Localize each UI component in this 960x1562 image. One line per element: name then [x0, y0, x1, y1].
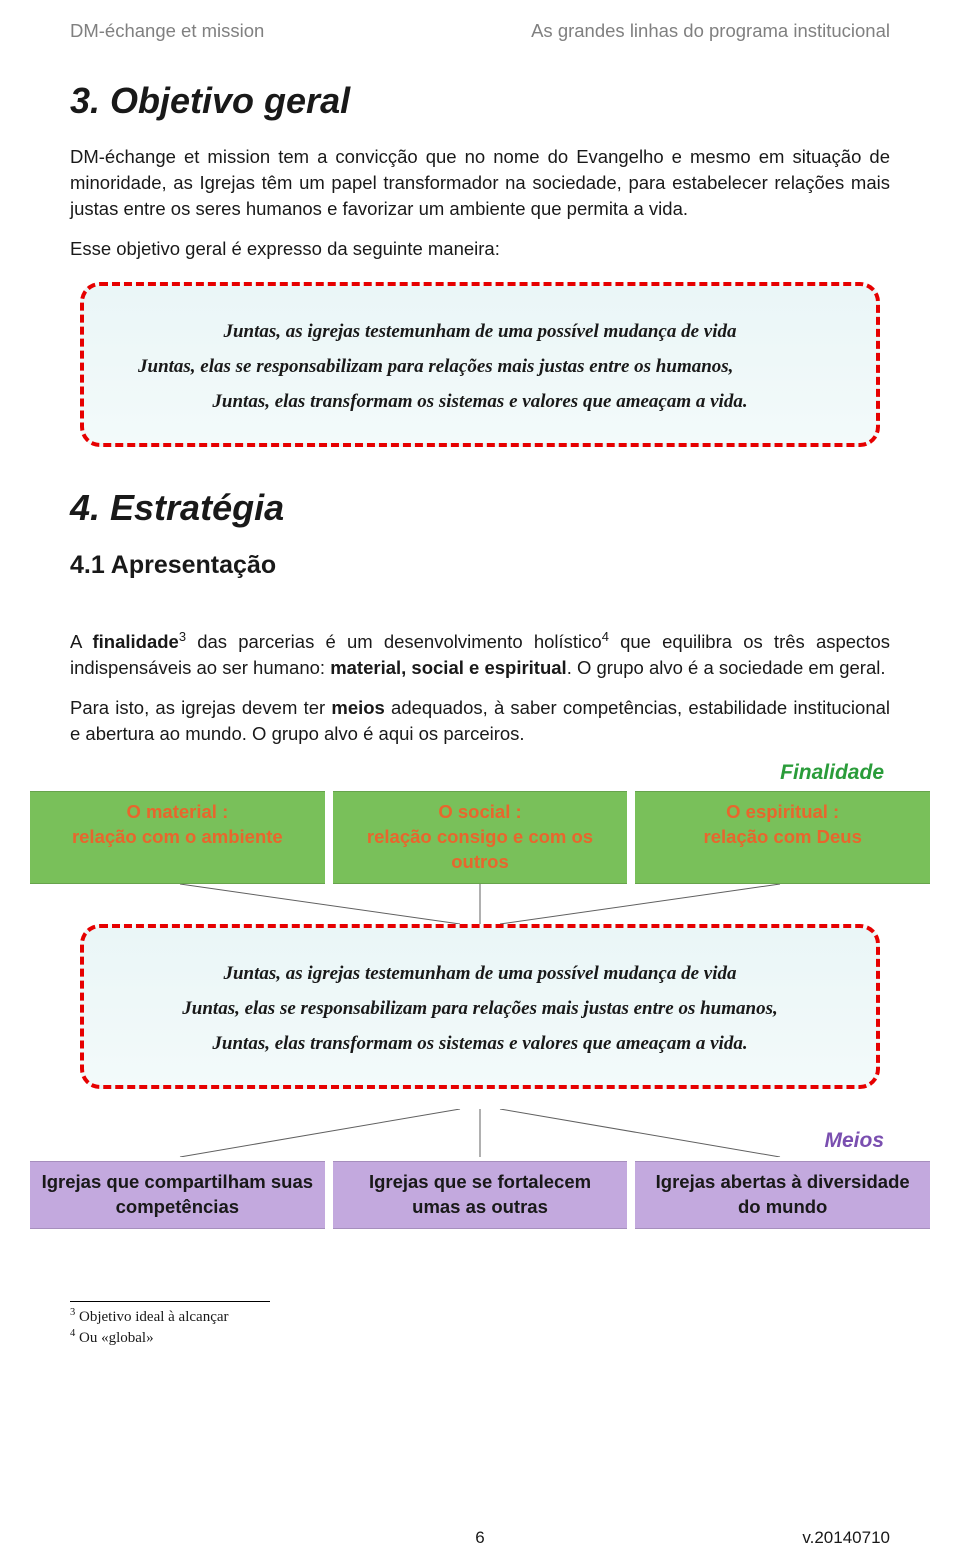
footnotes: 3 Objetivo ideal à alcançar 4 Ou «global… — [70, 1301, 890, 1349]
mc2: Igrejas que se fortalecem umas as outras — [369, 1171, 591, 1217]
finalidade-cell-1: O material : relação com o ambiente — [30, 791, 325, 884]
footer: 6 v.20140710 — [70, 1528, 890, 1548]
section-4-para-1: A finalidade3 das parcerias é um desenvo… — [70, 628, 890, 681]
p1-a: A — [70, 631, 93, 652]
objective-box-2: Juntas, as igrejas testemunham de uma po… — [80, 924, 880, 1089]
p1-c: das parcerias é um desenvolvimento holís… — [186, 631, 602, 652]
section-3-title: 3. Objetivo geral — [70, 80, 890, 122]
box1-line-1: Juntas, as igrejas testemunham de uma po… — [124, 314, 836, 349]
finalidade-cell-2: O social : relação consigo e com os outr… — [333, 791, 628, 884]
p1-e: material, social e espiritual — [330, 657, 567, 678]
finalidade-label: Finalidade — [70, 761, 890, 785]
finalidade-row: O material : relação com o ambiente O so… — [30, 791, 930, 884]
box2-line-3: Juntas, elas transformam os sistemas e v… — [124, 1026, 836, 1061]
fc2-l1: O social : — [438, 801, 521, 822]
fc3-l1: O espiritual : — [726, 801, 839, 822]
mc3: Igrejas abertas à diversidade do mundo — [656, 1171, 910, 1217]
box2-line-2: Juntas, elas se responsabilizam para rel… — [124, 991, 836, 1026]
section-3-para-2: Esse objetivo geral é expresso da seguin… — [70, 236, 890, 262]
meios-cell-1: Igrejas que compartilham suas competênci… — [30, 1161, 325, 1229]
meios-cell-2: Igrejas que se fortalecem umas as outras — [333, 1161, 628, 1229]
page-number: 6 — [475, 1528, 484, 1548]
connectors-bottom — [30, 1109, 930, 1157]
p2-b: meios — [331, 697, 384, 718]
fn4-text: Ou «global» — [79, 1330, 154, 1346]
box2-line-1: Juntas, as igrejas testemunham de uma po… — [124, 956, 836, 991]
section-4-subtitle: 4.1 Apresentação — [70, 551, 890, 580]
section-4-para-2: Para isto, as igrejas devem ter meios ad… — [70, 695, 890, 747]
connectors-top — [30, 884, 930, 924]
p1-sup2: 4 — [602, 629, 609, 644]
header-right: As grandes linhas do programa institucio… — [531, 20, 890, 42]
section-3-para-1: DM-échange et mission tem a convicção qu… — [70, 144, 890, 222]
fc1-l2: relação com o ambiente — [72, 826, 283, 847]
meios-cell-3: Igrejas abertas à diversidade do mundo — [635, 1161, 930, 1229]
mc1: Igrejas que compartilham suas competênci… — [42, 1171, 313, 1217]
meios-row: Igrejas que compartilham suas competênci… — [30, 1161, 930, 1229]
footnote-3: 3 Objetivo ideal à alcançar — [70, 1306, 890, 1327]
objective-box-1: Juntas, as igrejas testemunham de uma po… — [80, 282, 880, 447]
finalidade-cell-3: O espiritual : relação com Deus — [635, 791, 930, 884]
p1-f: . O grupo alvo é a sociedade em geral. — [567, 657, 886, 678]
section-4-title: 4. Estratégia — [70, 487, 890, 529]
fc3-l2: relação com Deus — [704, 826, 862, 847]
fc1-l1: O material : — [126, 801, 228, 822]
box1-line-2: Juntas, elas se responsabilizam para rel… — [124, 349, 836, 384]
footnote-4: 4 Ou «global» — [70, 1327, 890, 1348]
fc2-l2: relação consigo e com os outros — [367, 826, 593, 872]
box1-line-3: Juntas, elas transformam os sistemas e v… — [124, 384, 836, 419]
header-left: DM-échange et mission — [70, 20, 264, 42]
fn3-text: Objetivo ideal à alcançar — [79, 1309, 229, 1325]
page-header: DM-échange et mission As grandes linhas … — [70, 20, 890, 42]
p2-a: Para isto, as igrejas devem ter — [70, 697, 331, 718]
p1-sup1: 3 — [179, 629, 186, 644]
footer-version: v.20140710 — [802, 1528, 890, 1548]
p1-b: finalidade — [93, 631, 179, 652]
